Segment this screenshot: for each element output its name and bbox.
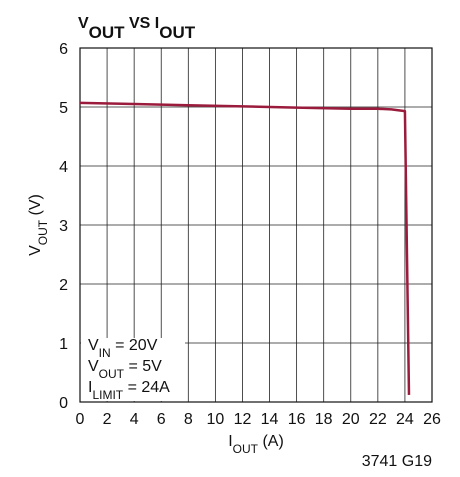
footnote: 3741 G19: [362, 453, 432, 470]
x-tick-label: 8: [184, 411, 193, 428]
y-tick-label: 6: [59, 41, 68, 58]
chart-title-part: OUT: [89, 23, 126, 42]
x-axis-label: IOUT (A): [228, 433, 284, 456]
x-tick-label: 16: [288, 411, 306, 428]
y-tick-label: 0: [59, 395, 68, 412]
annotation: ILIMIT = 24A: [88, 379, 170, 402]
annotation: VIN = 20V: [88, 337, 158, 360]
x-tick-label: 0: [76, 411, 85, 428]
annotation-part: OUT: [99, 367, 125, 381]
data-line: [79, 101, 411, 395]
x-tick-label: 24: [396, 411, 414, 428]
x-tick-label: 26: [423, 411, 441, 428]
x-axis-label-part: OUT: [233, 442, 259, 456]
x-tick-label: 20: [342, 411, 360, 428]
y-tick-label: 3: [59, 218, 68, 235]
annotation-box: [81, 338, 185, 401]
annotation-part: V: [88, 358, 99, 375]
annotation-part: = 5V: [124, 358, 162, 375]
x-tick-label: 12: [234, 411, 252, 428]
x-tick-label: 10: [206, 411, 224, 428]
annotation-part: = 24A: [123, 379, 170, 396]
x-tick-label: 2: [103, 411, 112, 428]
chart-title-part: V: [78, 15, 89, 32]
x-tick-label: 14: [261, 411, 279, 428]
x-tick-label: 22: [369, 411, 387, 428]
y-axis-label: VOUT (V): [27, 194, 50, 256]
x-axis-label-part: I: [228, 433, 232, 450]
x-tick-label: 4: [130, 411, 139, 428]
x-tick-label: 6: [157, 411, 166, 428]
y-tick-label: 2: [59, 277, 68, 294]
annotation-part: = 20V: [111, 337, 158, 354]
x-tick-label: 18: [315, 411, 333, 428]
y-axis-label-part: (V): [27, 194, 44, 220]
y-axis-label-part: V: [27, 245, 44, 256]
y-axis-label-part: OUT: [36, 219, 50, 245]
y-tick-label: 4: [59, 159, 68, 176]
annotation-part: V: [88, 337, 99, 354]
chart-title-part: OUT: [159, 23, 196, 42]
x-axis-label-part: (A): [258, 433, 284, 450]
y-tick-label: 1: [59, 336, 68, 353]
plot-frame: [79, 47, 433, 403]
y-tick-label: 5: [59, 100, 68, 117]
annotation-part: LIMIT: [92, 388, 123, 402]
chart-title-part: VS I: [125, 15, 160, 32]
annotation-part: I: [88, 379, 92, 396]
annotation: VOUT = 5V: [88, 358, 162, 381]
annotation-part: IN: [99, 346, 111, 360]
chart-title: VOUT VS IOUT: [78, 15, 196, 42]
